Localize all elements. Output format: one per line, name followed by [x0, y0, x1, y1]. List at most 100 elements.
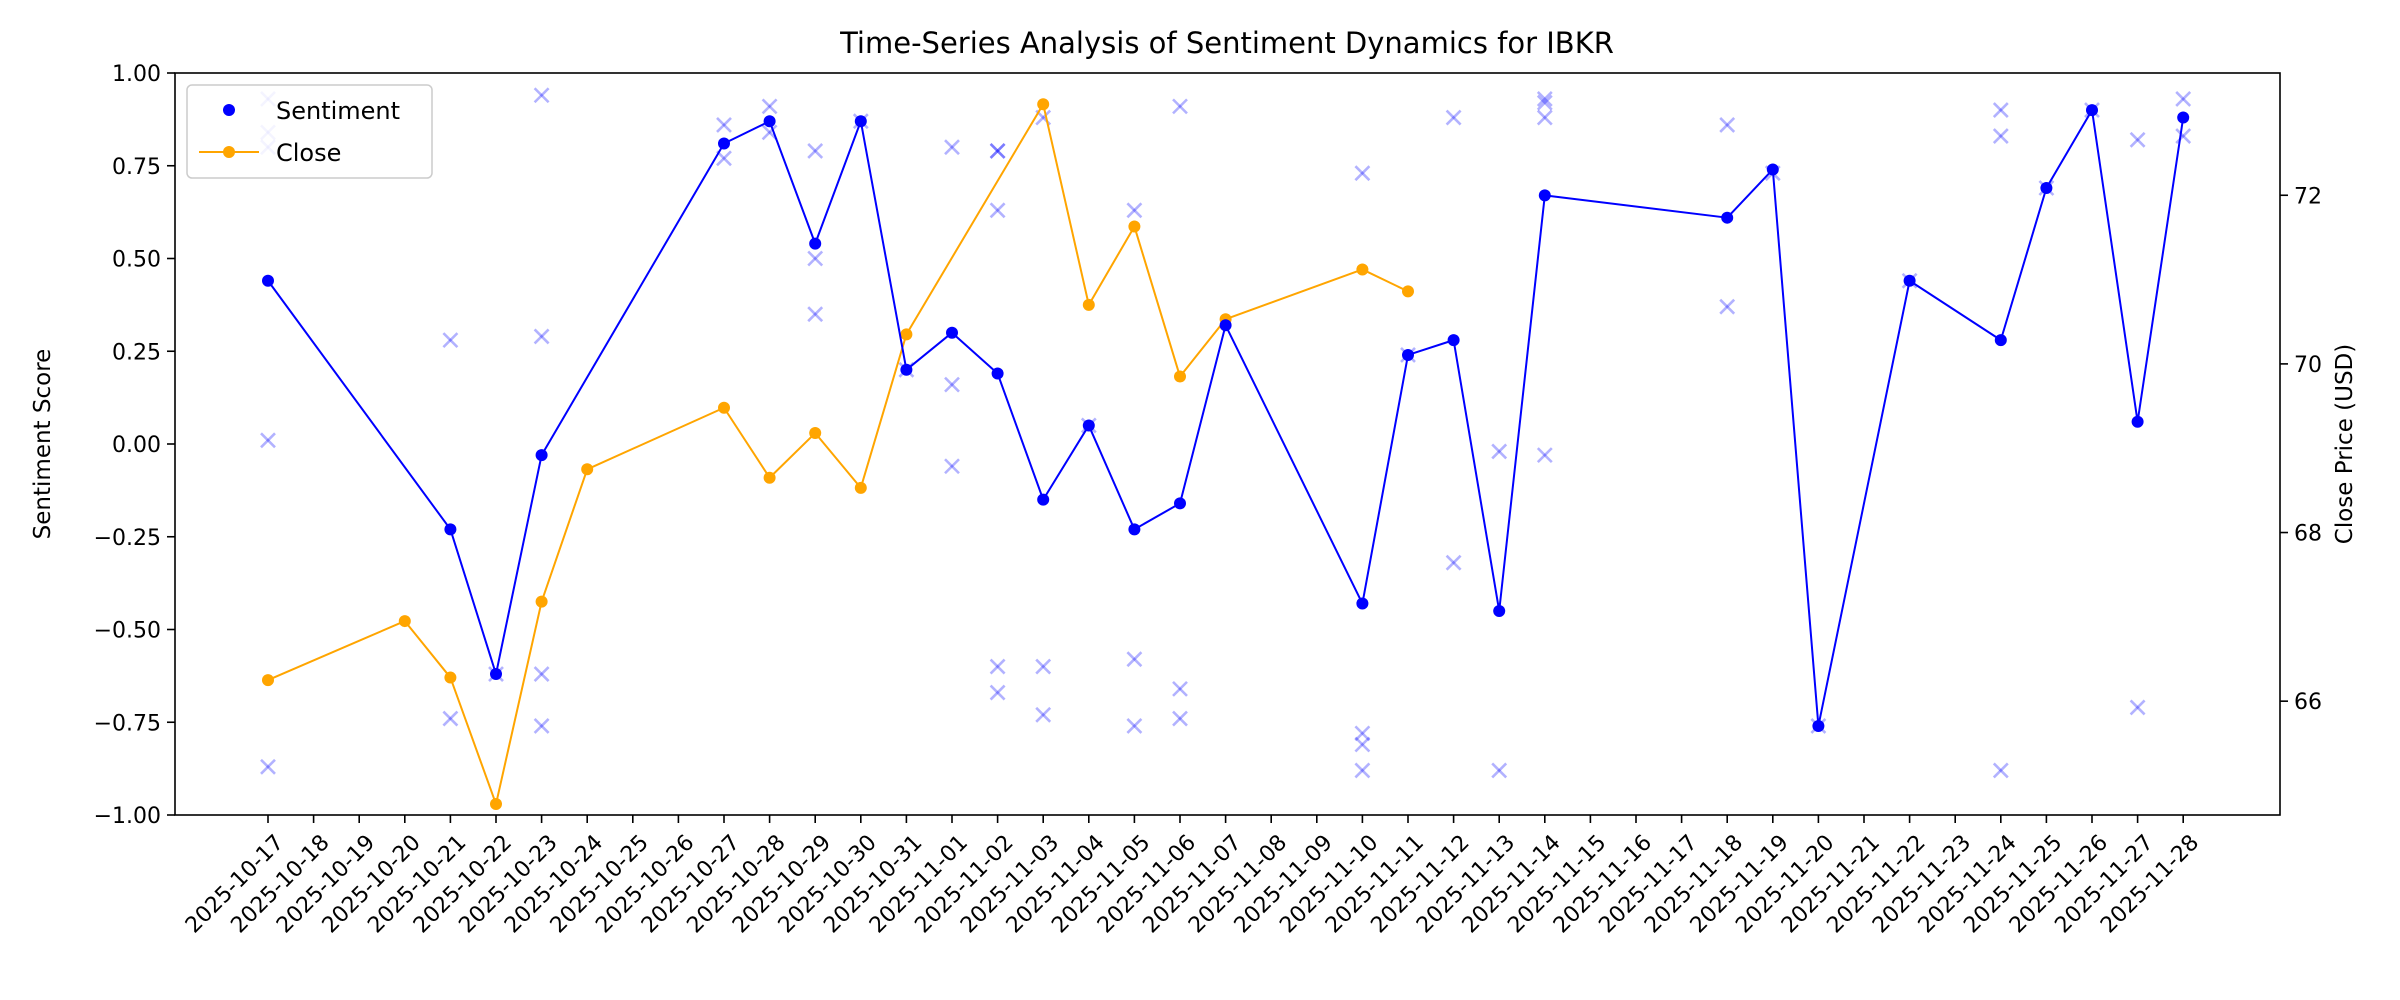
raw-point-stroke: [989, 142, 1006, 159]
raw-point-stroke: [1992, 762, 2009, 779]
raw-point-stroke: [442, 332, 459, 349]
raw-sentiment-point: [761, 98, 778, 115]
raw-sentiment-point: [716, 117, 732, 133]
raw-point-stroke: [989, 658, 1006, 675]
raw-point-stroke: [533, 718, 550, 734]
sentiment-series-point: [1994, 334, 2007, 347]
y2-tick-label: 68: [2294, 522, 2322, 547]
plot-frame: [174, 72, 2281, 816]
legend-sentiment-label: Sentiment: [276, 97, 400, 125]
close-series-point: [490, 798, 502, 811]
raw-point-stroke: [989, 202, 1006, 219]
raw-point-stroke: [1354, 725, 1371, 742]
raw-point-stroke: [807, 250, 824, 267]
raw-point-stroke: [716, 117, 732, 133]
raw-point-stroke: [761, 124, 778, 141]
raw-point-stroke: [989, 202, 1006, 219]
raw-point-stroke: [260, 432, 276, 449]
raw-point-stroke: [1992, 128, 2009, 144]
close-series-point: [1082, 298, 1095, 311]
close-series-point: [900, 328, 913, 341]
raw-point-stroke: [1126, 651, 1143, 668]
raw-sentiment-point: [989, 684, 1006, 701]
y2-tick-label: 72: [2294, 184, 2322, 209]
raw-point-stroke: [1354, 725, 1371, 742]
raw-sentiment-point: [989, 658, 1006, 675]
raw-point-stroke: [1719, 298, 1736, 315]
raw-sentiment-point: [260, 758, 276, 775]
raw-point-stroke: [1536, 94, 1553, 111]
raw-point-stroke: [989, 684, 1006, 701]
raw-point-stroke: [989, 658, 1006, 675]
raw-sentiment-point: [944, 139, 960, 156]
raw-sentiment-point: [944, 458, 960, 475]
sentiment-series-point: [490, 668, 502, 681]
raw-point-stroke: [1536, 94, 1553, 111]
sentiment-series-point: [2086, 104, 2098, 117]
raw-sentiment-point: [989, 142, 1006, 159]
raw-point-stroke: [2175, 128, 2192, 144]
raw-sentiment-point: [1354, 725, 1371, 742]
raw-sentiment-point: [2129, 699, 2146, 716]
legend: Sentiment Close: [186, 84, 433, 179]
raw-sentiment-point: [533, 666, 550, 682]
raw-sentiment-point: [1126, 718, 1143, 734]
y-tick-label: 1.00: [112, 62, 161, 87]
raw-point-stroke: [1491, 762, 1508, 779]
raw-sentiment-scatter: [260, 87, 2192, 779]
raw-point-stroke: [533, 328, 550, 345]
close-series-point: [444, 671, 457, 684]
y-tick-label: 0.75: [112, 155, 161, 180]
sentiment-series-point: [2177, 111, 2190, 124]
close-series-point: [581, 463, 594, 476]
raw-point-stroke: [1536, 91, 1553, 107]
raw-sentiment-point: [1172, 98, 1188, 115]
raw-point-stroke: [944, 376, 960, 393]
raw-point-stroke: [2175, 91, 2192, 107]
y-tick-label: 0.50: [112, 248, 161, 273]
raw-point-stroke: [944, 458, 960, 475]
raw-point-stroke: [1491, 762, 1508, 779]
raw-point-stroke: [761, 124, 778, 141]
sentiment-series-point: [900, 363, 913, 376]
raw-point-stroke: [1536, 447, 1553, 464]
raw-sentiment-point: [1719, 298, 1736, 315]
raw-point-stroke: [989, 142, 1006, 159]
raw-sentiment-point: [1035, 706, 1052, 723]
raw-point-stroke: [442, 710, 459, 727]
raw-point-stroke: [1035, 706, 1052, 723]
raw-point-stroke: [716, 117, 732, 133]
raw-point-stroke: [533, 666, 550, 682]
raw-point-stroke: [1354, 736, 1371, 753]
raw-point-stroke: [1992, 762, 2009, 779]
raw-sentiment-point: [807, 306, 824, 323]
raw-point-stroke: [807, 142, 824, 159]
raw-point-stroke: [1491, 443, 1508, 460]
raw-sentiment-point: [761, 124, 778, 141]
raw-point-stroke: [716, 150, 732, 167]
raw-point-stroke: [1536, 91, 1553, 107]
chart-title: Time-Series Analysis of Sentiment Dynami…: [839, 26, 1614, 60]
sentiment-series-point: [1082, 419, 1095, 432]
raw-point-stroke: [1354, 762, 1371, 779]
close-series-point: [1402, 285, 1414, 298]
y2-tick-label: 66: [2294, 690, 2322, 715]
raw-point-stroke: [807, 306, 824, 323]
raw-sentiment-point: [533, 87, 550, 104]
raw-point-stroke: [1354, 165, 1371, 182]
raw-point-stroke: [1445, 109, 1462, 126]
raw-point-stroke: [1035, 658, 1052, 675]
y-tick-label: 0.25: [112, 340, 161, 365]
sentiment-series-point: [1128, 523, 1141, 536]
raw-sentiment-point: [1491, 443, 1508, 460]
raw-point-stroke: [1172, 98, 1188, 115]
raw-sentiment-point: [2175, 128, 2192, 144]
raw-sentiment-point: [1536, 447, 1553, 464]
sentiment-series-point: [1037, 493, 1050, 506]
raw-sentiment-point: [1992, 762, 2009, 779]
raw-sentiment-point: [989, 202, 1006, 219]
raw-point-stroke: [1172, 710, 1188, 727]
raw-point-stroke: [944, 139, 960, 156]
